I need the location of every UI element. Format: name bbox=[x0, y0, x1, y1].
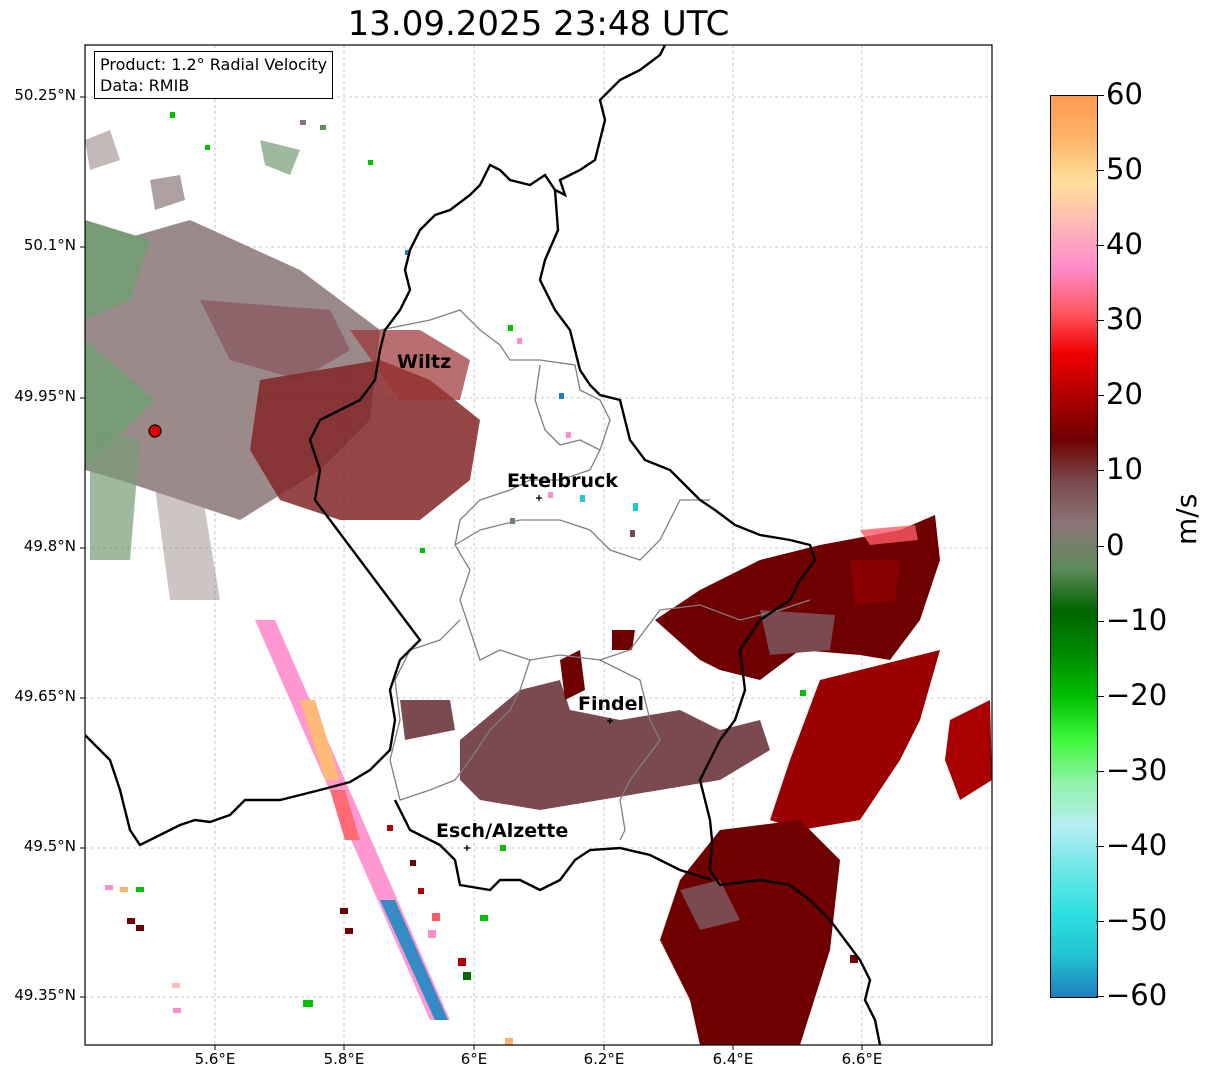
colorbar-tick bbox=[1096, 770, 1104, 772]
colorbar-tick-label: −10 bbox=[1106, 602, 1168, 637]
speckles bbox=[105, 112, 858, 1045]
colorbar-tick bbox=[1096, 245, 1104, 247]
lat-label: 49.65°N bbox=[14, 687, 76, 705]
colorbar-tick-label: 10 bbox=[1106, 452, 1143, 487]
colorbar-tick bbox=[1096, 845, 1104, 847]
velocity-colorbar bbox=[1050, 95, 1098, 998]
map-frame bbox=[84, 44, 993, 1046]
colorbar-tick-label: −40 bbox=[1106, 827, 1168, 862]
colorbar-tick bbox=[1096, 395, 1104, 397]
city-label-findel: Findel bbox=[578, 693, 645, 715]
city-label-ettelbruck: Ettelbruck bbox=[507, 470, 618, 492]
colorbar-tick-label: 20 bbox=[1106, 377, 1143, 412]
lon-label: 5.8°E bbox=[323, 1050, 365, 1068]
colorbar-tick-label: −30 bbox=[1106, 752, 1168, 787]
colorbar-tick-label: −50 bbox=[1106, 902, 1168, 937]
axis-ticks bbox=[80, 96, 863, 1050]
colorbar-tick bbox=[1096, 320, 1104, 322]
lat-label: 50.25°N bbox=[14, 86, 76, 104]
city-label-wiltz: Wiltz bbox=[397, 351, 452, 373]
colorbar-tick-label: 50 bbox=[1106, 152, 1143, 187]
map-title: 13.09.2025 23:48 UTC bbox=[347, 4, 730, 44]
city-label-esch-alzette: Esch/Alzette bbox=[436, 820, 569, 842]
colorbar-unit-label: m/s bbox=[1170, 493, 1203, 545]
colorbar-tick bbox=[1096, 620, 1104, 622]
lon-label: 6°E bbox=[460, 1050, 488, 1068]
city-markers bbox=[464, 495, 613, 851]
lat-label: 50.1°N bbox=[23, 236, 76, 254]
colorbar-tick bbox=[1096, 996, 1104, 997]
lat-label: 49.8°N bbox=[23, 537, 76, 555]
lat-label: 49.5°N bbox=[23, 837, 76, 855]
colorbar-tick-label: 60 bbox=[1106, 77, 1143, 111]
colorbar-tick bbox=[1096, 920, 1104, 922]
product-info-box: Product: 1.2° Radial Velocity Data: RMIB bbox=[94, 51, 334, 99]
canton-borders bbox=[379, 309, 811, 841]
colorbar-tick-label: 30 bbox=[1106, 302, 1143, 337]
data-source-label: Data: RMIB bbox=[100, 76, 190, 95]
radar-echoes-central bbox=[400, 630, 770, 810]
national-borders bbox=[85, 45, 882, 1045]
colorbar-tick bbox=[1096, 545, 1104, 547]
colorbar-tick bbox=[1096, 470, 1104, 472]
radial-streak bbox=[255, 620, 450, 1020]
colorbar-tick-label: 40 bbox=[1106, 227, 1143, 262]
radar-echoes-east bbox=[655, 515, 992, 1045]
lon-label: 5.6°E bbox=[194, 1050, 236, 1068]
lon-label: 6.4°E bbox=[712, 1050, 754, 1068]
lon-label: 6.2°E bbox=[583, 1050, 625, 1068]
colorbar-tick bbox=[1096, 170, 1104, 172]
lat-label: 49.95°N bbox=[14, 387, 76, 405]
colorbar-tick bbox=[1096, 95, 1104, 96]
radar-echoes-west bbox=[85, 130, 480, 600]
product-label: Product: 1.2° Radial Velocity bbox=[100, 55, 328, 74]
colorbar-tick-label: −60 bbox=[1106, 978, 1168, 1012]
colorbar-tick bbox=[1096, 695, 1104, 697]
radar-site-marker bbox=[148, 424, 162, 438]
lon-label: 6.6°E bbox=[841, 1050, 883, 1068]
colorbar-tick-label: −20 bbox=[1106, 677, 1168, 712]
lat-label: 49.35°N bbox=[14, 986, 76, 1004]
colorbar-tick-label: 0 bbox=[1106, 527, 1125, 562]
